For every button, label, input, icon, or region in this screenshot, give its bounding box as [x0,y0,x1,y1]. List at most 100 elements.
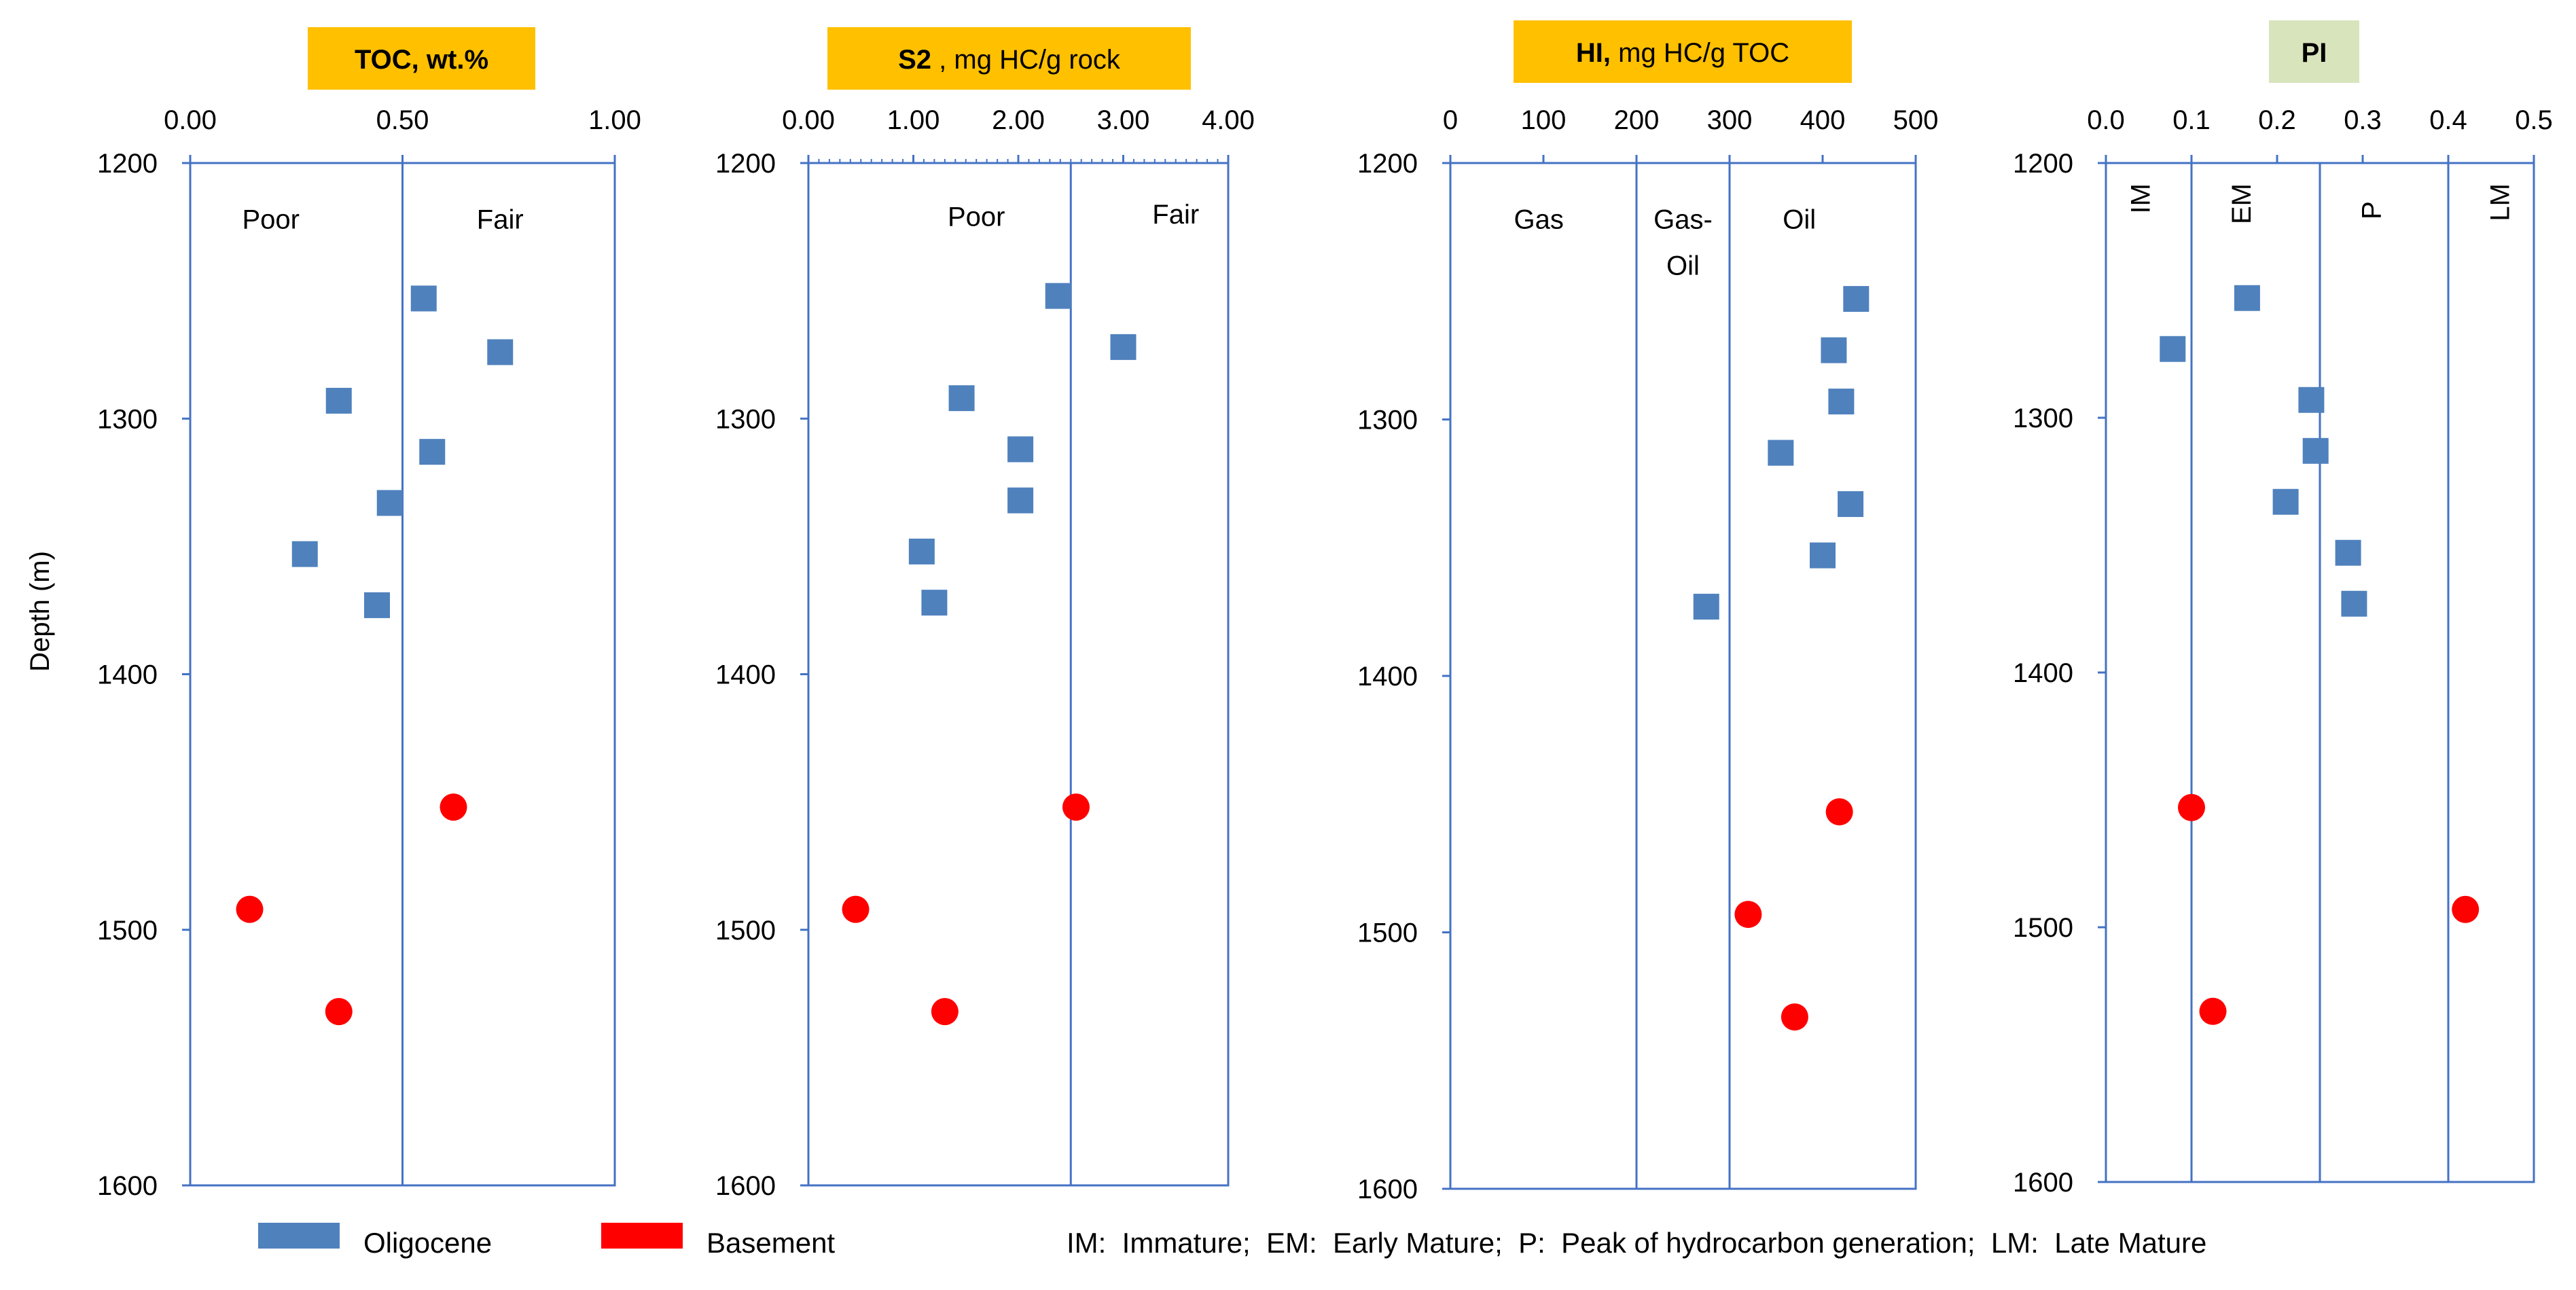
panel-3-y-tick-label: 1600 [1357,1175,1418,1204]
panel-4-x-tick-label: 0.3 [2344,105,2382,135]
panel-2-title-bold: S2 [898,45,931,75]
panel-2-title-rest: , mg HC/g rock [931,45,1121,75]
panel-4-point-oligocene [2272,488,2299,515]
panel-2-point-oligocene [908,538,935,565]
panel-1-point-basement [236,895,264,923]
panel-4-zone-label: LM [2486,183,2516,221]
panel-3-y-tick-label: 1200 [1357,149,1418,179]
legend-marker-oligocene [258,1223,340,1249]
panel-4-point-oligocene [2341,590,2367,617]
panel-1: TOC, wt.% 0.00 0.50 1.00 1200 1300 1400 1500 160… [97,27,641,1201]
panel-1-point-oligocene [325,387,352,414]
panel-1-point-oligocene [376,490,403,516]
panel-2-point-oligocene [1007,436,1034,463]
panel-2-point-oligocene [921,590,948,616]
panel-1-zone-label: Fair [477,204,524,234]
panel-2-y-tick-label: 1200 [715,149,776,179]
panel-3-title: HI, mg HC/g TOC [1576,38,1789,68]
panel-1-y-tick-label: 1400 [97,660,158,690]
panel-4-zone-label: IM [2126,183,2155,213]
panel-4-title-box [2269,20,2359,83]
panel-4-title-bold: PI [2302,38,2327,68]
panel-4-x-tick-label: 0.1 [2172,105,2211,135]
panel-2-frame [807,162,1230,1187]
panel-1-y-tick-label: 1200 [97,149,158,179]
panel-4-x-tick-label: 0.0 [2087,105,2125,135]
panel-3-point-oligocene [1693,594,1719,620]
panel-2-zone-label: Fair [1152,200,1199,230]
panel-4-point-basement [2199,997,2227,1025]
panel-4-point-oligocene [2302,437,2329,464]
panel-4-y-tick-label: 1500 [2013,913,2073,943]
panel-3-y-tick-label: 1500 [1357,918,1418,948]
panel-1-x-tick-label: 1.00 [588,105,641,135]
panel-2-point-oligocene [948,385,975,412]
panel-3-y-tick-label: 1400 [1357,662,1418,692]
panel-2-title-box [827,27,1191,90]
panel-4-y-tick-label: 1200 [2013,149,2073,179]
panel-2-point-oligocene [1007,487,1034,514]
legend-marker-basement [601,1223,683,1249]
panel-2-x-tick-label: 2.00 [992,105,1045,135]
maturity-note: IM: Immature; EM: Early Mature; P: Peak … [1067,1227,2206,1259]
panel-4-title: PI [2302,38,2327,68]
panel-3-point-basement [1734,901,1762,929]
panel-2: S2 , mg HC/g rock 0.00 1.00 2.00 3.00 4.00 120… [715,27,1255,1201]
panel-2-point-basement [1062,793,1090,821]
panel-2-y-tick-label: 1500 [715,916,776,946]
panel-3-title-bold: HI, [1576,38,1611,68]
y-axis-label: Depth (m) [25,551,55,672]
panel-1-point-oligocene [487,339,514,365]
panel-2-point-oligocene [1110,334,1137,360]
panel-2-x-tick-label: 0.00 [782,105,835,135]
panel-1-y-tick-label: 1500 [97,916,158,946]
panel-4: PI 0.0 0.1 0.2 0.3 0.4 0.5 1200 1300 1400 1500 1600… [2013,20,2553,1198]
panel-2-x-tick-label: 4.00 [1202,105,1255,135]
panel-3-point-oligocene [1843,286,1870,312]
panel-3-zone-label: Gas- [1653,205,1713,235]
panel-4-y-tick-label: 1600 [2013,1168,2073,1198]
panel-2-point-basement [842,895,870,923]
panel-1-point-oligocene [291,541,318,567]
panel-4-zone-label: P [2357,201,2387,219]
panel-1-title-bold: TOC, wt.% [355,45,488,75]
panel-3-x-tick-label: 400 [1800,105,1846,135]
panel-3-x-tick-label: 100 [1521,105,1567,135]
panel-1-y-tick-label: 1600 [97,1171,158,1201]
panel-2-x-tick-label: 3.00 [1097,105,1150,135]
panel-3-point-basement [1825,798,1853,826]
panel-2-y-tick-label: 1400 [715,660,776,690]
panel-4-point-oligocene [2234,285,2260,311]
panel-3-zone-label: Oil [1666,251,1700,281]
panel-4-point-basement [2178,793,2205,821]
panel-1-x-tick-label: 0.50 [376,105,429,135]
panel-1-y-tick-label: 1300 [97,404,158,434]
panel-1-point-oligocene [364,592,390,618]
panel-3-point-oligocene [1828,389,1855,415]
legend-label-basement: Basement [706,1227,835,1259]
panel-4-y-tick-label: 1400 [2013,658,2073,688]
panel-3-frame [1449,162,1917,1190]
panel-2-title: S2 , mg HC/g rock [898,45,1121,75]
panel-3-point-oligocene [1821,337,1847,363]
panel-3-x-tick-label: 300 [1707,105,1753,135]
panel-3-title-rest: mg HC/g TOC [1611,38,1789,68]
panel-3-x-tick-label: 500 [1893,105,1939,135]
panel-2-point-basement [931,998,959,1026]
panel-1-zone-label: Poor [243,204,300,234]
panel-4-y-tick-label: 1300 [2013,404,2073,433]
panel-1-title-box [308,27,535,90]
panel-3-point-oligocene [1838,491,1864,518]
panel-3-point-oligocene [1810,542,1836,569]
panel-3-title-box [1514,20,1852,83]
panel-4-x-tick-label: 0.2 [2258,105,2296,135]
panel-3-zone-label: Gas [1514,205,1563,235]
panel-3-y-tick-label: 1300 [1357,406,1418,435]
panel-2-y-tick-label: 1600 [715,1171,776,1201]
panel-1-point-basement [440,793,467,821]
panel-4-point-oligocene [2160,336,2186,362]
panel-3-x-tick-label: 200 [1614,105,1660,135]
panel-3-point-basement [1781,1003,1808,1031]
panel-1-point-oligocene [410,285,437,312]
